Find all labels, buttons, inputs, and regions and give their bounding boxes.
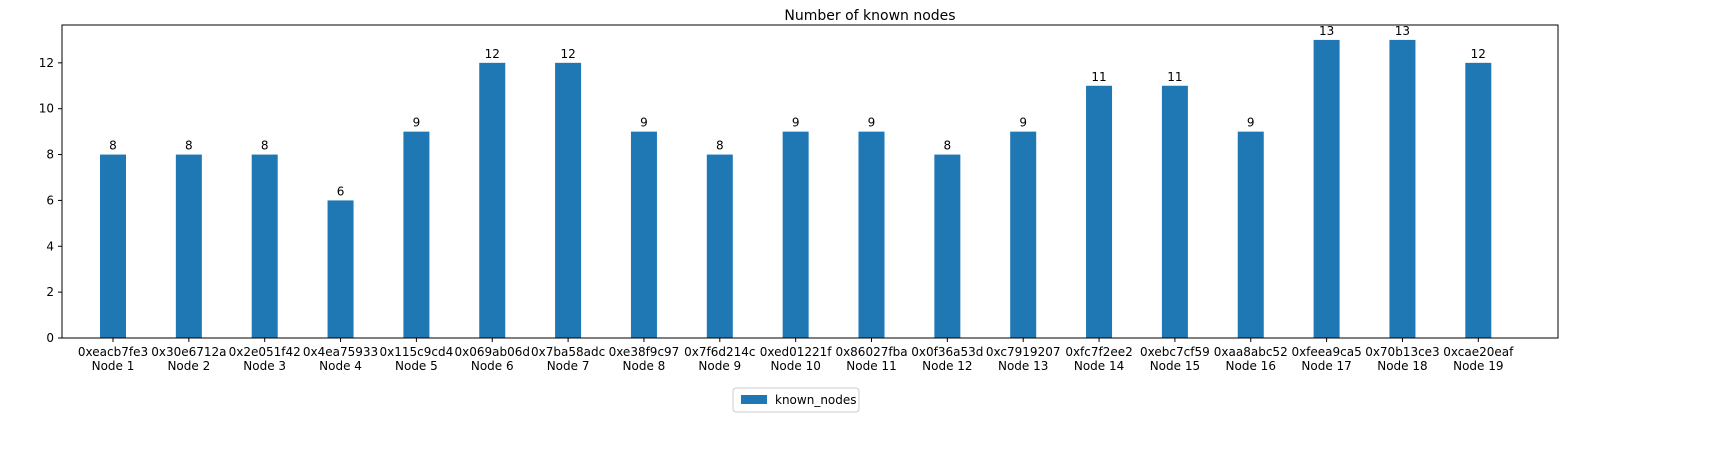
bar [934, 154, 961, 338]
bar-value-label: 9 [868, 116, 876, 130]
bar-value-label: 9 [1247, 116, 1255, 130]
bar [1389, 39, 1416, 339]
bar [175, 154, 202, 338]
x-tick-label-node: Node 8 [623, 359, 666, 373]
x-tick-label-node: Node 14 [1074, 359, 1124, 373]
legend-box [732, 387, 860, 413]
x-tick-label-hash: 0x70b13ce3 [1365, 345, 1440, 359]
bar [1237, 131, 1264, 338]
x-tick-label-node: Node 15 [1150, 359, 1200, 373]
bar [251, 154, 278, 338]
x-tick-label-node: Node 7 [547, 359, 590, 373]
bar-value-label: 12 [560, 47, 575, 61]
chart-title: Number of known nodes [784, 8, 955, 24]
x-tick-label-hash: 0x4ea75933 [303, 345, 378, 359]
x-tick-label-hash: 0x0f36a53d [911, 345, 983, 359]
x-tick-label-hash: 0xfc7f2ee2 [1065, 345, 1132, 359]
bar [630, 131, 657, 338]
x-tick-label-hash: 0xc7919207 [986, 345, 1061, 359]
legend-label: known_nodes [775, 393, 857, 407]
bar-value-label: 8 [185, 139, 193, 153]
bar-value-label: 9 [792, 116, 800, 130]
x-tick-label-hash: 0xeacb7fe3 [78, 345, 148, 359]
x-tick-label-hash: 0x115c9cd4 [380, 345, 454, 359]
x-tick-label-node: Node 1 [92, 359, 135, 373]
bar-value-label: 9 [413, 116, 421, 130]
x-tick-label-hash: 0xe38f9c97 [609, 345, 680, 359]
x-tick-label-hash: 0xed01221f [760, 345, 833, 359]
bar-value-label: 12 [485, 47, 500, 61]
bars-group [100, 39, 1492, 339]
y-tick-label: 8 [46, 148, 54, 162]
x-tick-label-node: Node 3 [243, 359, 286, 373]
bar [858, 131, 885, 338]
bar [1086, 85, 1113, 339]
bar [1010, 131, 1037, 338]
x-tick-label-node: Node 6 [471, 359, 514, 373]
x-tick-label-hash: 0xfeea9ca5 [1291, 345, 1361, 359]
y-tick-label: 0 [46, 331, 54, 345]
bar [1465, 62, 1492, 339]
legend: known_nodes [732, 387, 860, 413]
x-tick-label-node: Node 12 [922, 359, 972, 373]
x-tick-label-hash: 0xcae20eaf [1443, 345, 1514, 359]
bar-value-label: 9 [1019, 116, 1027, 130]
y-tick-label: 2 [46, 285, 54, 299]
x-tick-label-hash: 0x7f6d214c [684, 345, 755, 359]
bar [555, 62, 582, 339]
y-axis: 0 2 4 6 8 10 12 [39, 56, 62, 345]
x-tick-label-node: Node 13 [998, 359, 1048, 373]
bar-value-label: 13 [1319, 24, 1334, 38]
x-tick-label-node: Node 2 [167, 359, 210, 373]
x-tick-label-hash: 0x069ab06d [455, 345, 531, 359]
bar [479, 62, 506, 339]
y-tick-label: 4 [46, 239, 54, 253]
bar-value-label: 8 [109, 139, 117, 153]
x-tick-label-node: Node 10 [770, 359, 820, 373]
bar [100, 154, 126, 338]
bar-labels-group: 8 8 8 6 9 12 12 9 8 9 9 8 9 11 11 9 13 13 12 [109, 24, 1486, 199]
plot-frame [61, 24, 1559, 339]
x-tick-label-node: Node 16 [1226, 359, 1276, 373]
x-tick-label-node: Node 4 [319, 359, 362, 373]
bar [782, 131, 809, 338]
bar-value-label: 11 [1167, 70, 1182, 84]
bar-value-label: 8 [944, 139, 952, 153]
bar-value-label: 6 [337, 184, 345, 198]
x-tick-label-hash: 0x7ba58adc [531, 345, 605, 359]
x-tick-label-node: Node 19 [1453, 359, 1503, 373]
y-tick-label: 6 [46, 193, 54, 207]
x-tick-label-hash: 0xaa8abc52 [1214, 345, 1288, 359]
bar [327, 200, 354, 338]
bar [403, 131, 430, 338]
bar-value-label: 8 [261, 139, 269, 153]
bar-value-label: 9 [640, 116, 648, 130]
bar [1161, 85, 1188, 339]
x-tick-label-hash: 0xebc7cf59 [1140, 345, 1210, 359]
bar [1313, 39, 1340, 339]
bar-value-label: 8 [716, 139, 724, 153]
y-tick-label: 12 [39, 56, 54, 70]
bar [706, 154, 733, 338]
x-tick-label-node: Node 18 [1377, 359, 1427, 373]
legend-swatch [741, 395, 767, 404]
bar-value-label: 13 [1395, 24, 1410, 38]
x-tick-label-hash: 0x2e051f42 [229, 345, 301, 359]
y-tick-label: 10 [39, 102, 54, 116]
bar-value-label: 12 [1471, 47, 1486, 61]
x-tick-label-node: Node 17 [1301, 359, 1351, 373]
x-tick-label-node: Node 9 [698, 359, 741, 373]
x-tick-label-node: Node 11 [846, 359, 896, 373]
bar-value-label: 11 [1091, 70, 1106, 84]
x-tick-label-node: Node 5 [395, 359, 438, 373]
x-tick-label-hash: 0x86027fba [835, 345, 907, 359]
x-tick-label-hash: 0x30e6712a [151, 345, 226, 359]
